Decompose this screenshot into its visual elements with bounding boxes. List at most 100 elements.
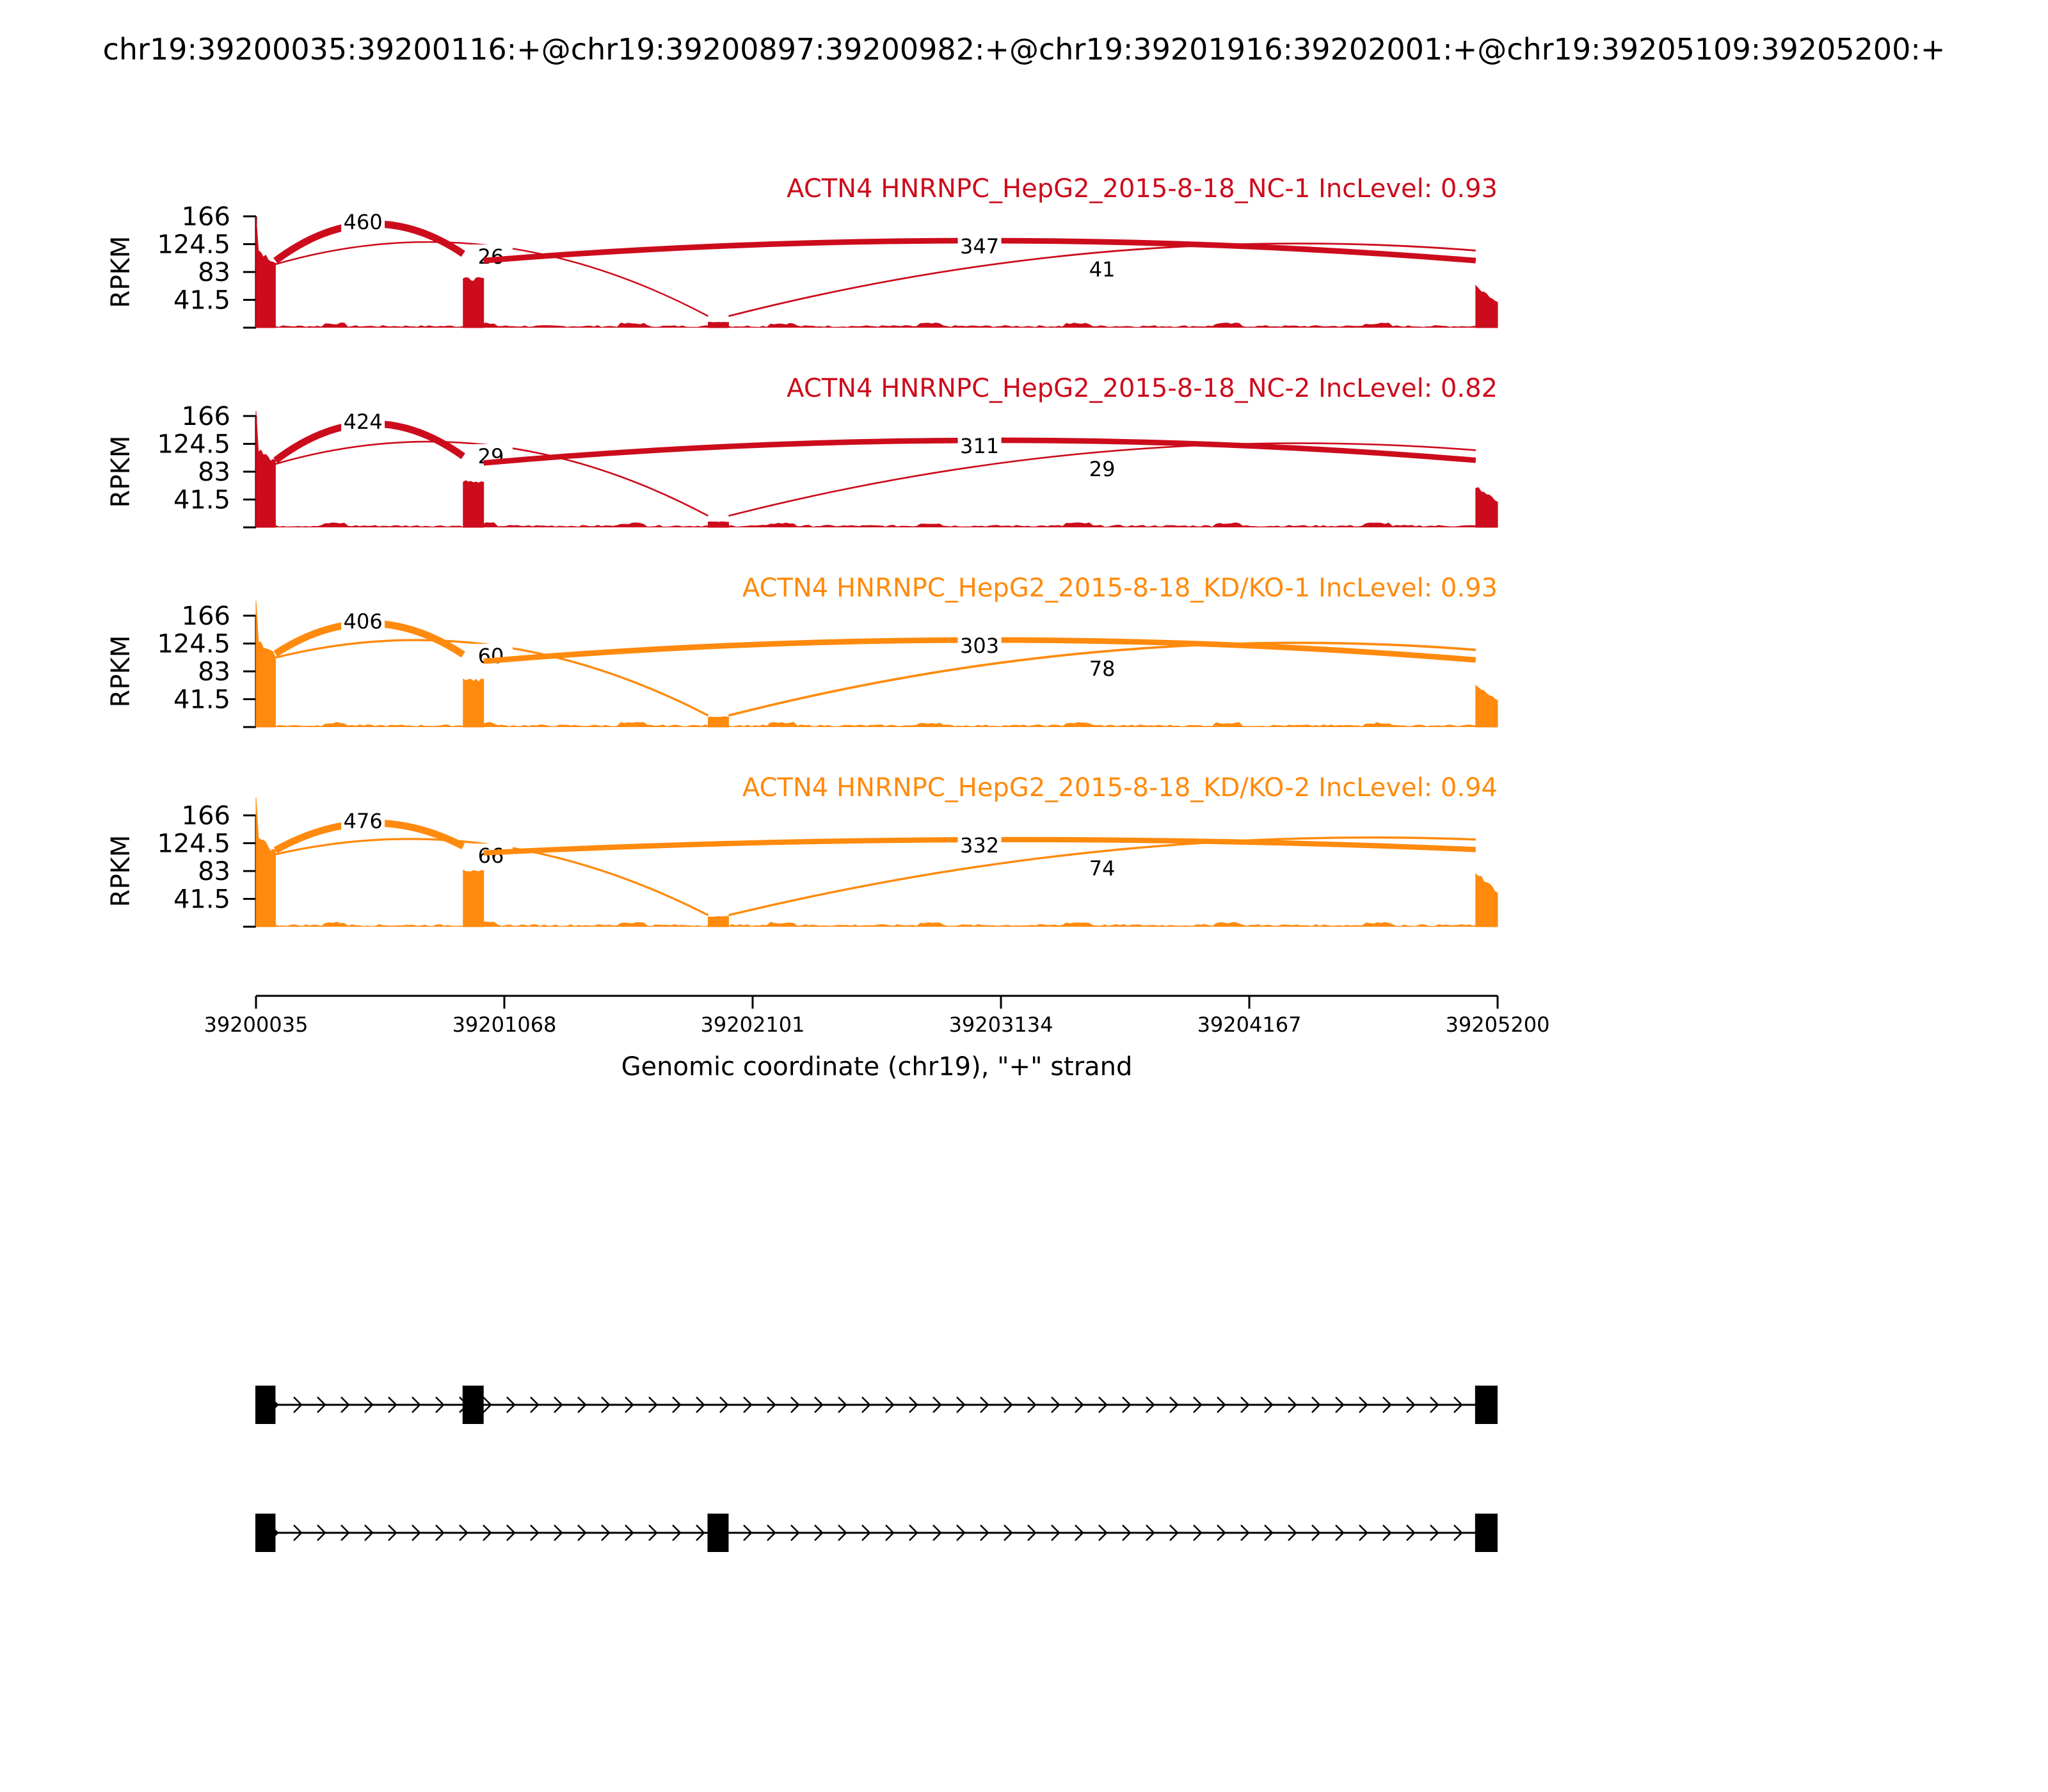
junction-label-box [957, 634, 1002, 659]
y-tick-label: 124.5 [157, 430, 230, 460]
strand-arrow-icon [1146, 1524, 1155, 1541]
track-title: ACTN4 HNRNPC_HepG2_2015-8-18_KD/KO-2 Inc… [742, 773, 1498, 803]
gene-model [255, 1386, 1498, 1552]
strand-arrow-icon [1406, 1396, 1416, 1413]
strand-arrow-icon [1240, 1524, 1250, 1541]
strand-arrow-icon [1217, 1524, 1226, 1541]
strand-arrow-icon [625, 1524, 634, 1541]
exon-coverage-2 [463, 277, 484, 328]
strand-arrow-icon [1359, 1524, 1368, 1541]
strand-arrow-icon [956, 1396, 966, 1413]
y-tick-label: 83 [198, 657, 230, 687]
exon-coverage-2 [463, 480, 484, 528]
strand-arrow-icon [1453, 1524, 1463, 1541]
strand-arrow-icon [767, 1396, 776, 1413]
strand-arrow-icon [577, 1524, 587, 1541]
exon-coverage-3 [708, 521, 729, 528]
exon-coverage-2 [463, 678, 484, 728]
exon-block [707, 1514, 729, 1552]
junction-count-label: 66 [478, 844, 504, 868]
junction-label-box [1080, 657, 1124, 682]
strand-arrow-icon [530, 1524, 540, 1541]
strand-arrow-icon [909, 1524, 918, 1541]
strand-arrow-icon [577, 1396, 587, 1413]
strand-arrow-icon [1264, 1524, 1274, 1541]
strand-arrow-icon [932, 1524, 942, 1541]
strand-arrow-icon [814, 1524, 824, 1541]
strand-arrow-icon [1027, 1524, 1037, 1541]
junction-count-label: 78 [1089, 657, 1116, 681]
strand-arrow-icon [1359, 1396, 1368, 1413]
strand-arrow-icon [601, 1396, 611, 1413]
strand-arrow-icon [1051, 1524, 1060, 1541]
x-tick-label: 39204167 [1197, 1012, 1302, 1037]
junction-count-label: 29 [1089, 457, 1116, 481]
strand-arrow-icon [672, 1524, 682, 1541]
junction-label-box [468, 644, 513, 669]
strand-arrow-icon [412, 1524, 421, 1541]
junction-label-box [341, 809, 385, 835]
strand-arrow-icon [293, 1524, 303, 1541]
strand-arrow-icon [1122, 1396, 1132, 1413]
x-tick-label: 39205200 [1446, 1012, 1550, 1037]
strand-arrow-icon [696, 1524, 705, 1541]
strand-arrow-icon [1122, 1524, 1132, 1541]
junction-count-label: 41 [1089, 257, 1116, 282]
strand-arrow-icon [1193, 1396, 1203, 1413]
strand-arrow-icon [743, 1524, 753, 1541]
strand-arrow-icon [1382, 1524, 1392, 1541]
y-axis-label: RPKM [106, 436, 136, 508]
y-tick-label: 41.5 [173, 685, 230, 715]
junction-arc [728, 641, 1476, 717]
strand-arrow-icon [861, 1524, 871, 1541]
strand-arrow-icon [719, 1396, 729, 1413]
strand-arrow-icon [1288, 1396, 1297, 1413]
strand-arrow-icon [317, 1524, 326, 1541]
y-tick-label: 124.5 [157, 829, 230, 859]
junction-arc [728, 442, 1476, 517]
strand-arrow-icon [1240, 1396, 1250, 1413]
junction-count-label: 476 [344, 809, 383, 833]
junction-count-label: 332 [960, 833, 999, 858]
strand-arrow-icon [1430, 1396, 1439, 1413]
junction-label-box [957, 833, 1002, 859]
exon-coverage-2 [463, 869, 484, 927]
strand-arrow-icon [1098, 1396, 1108, 1413]
x-axis-label: Genomic coordinate (chr19), "+" strand [621, 1052, 1133, 1082]
junction-count-label: 460 [344, 210, 383, 234]
strand-arrow-icon [388, 1524, 397, 1541]
strand-arrow-icon [364, 1524, 374, 1541]
strand-arrow-icon [1288, 1524, 1297, 1541]
strand-arrow-icon [483, 1396, 492, 1413]
strand-arrow-icon [293, 1396, 303, 1413]
strand-arrow-icon [601, 1524, 611, 1541]
strand-arrow-icon [932, 1396, 942, 1413]
intronic-coverage [256, 722, 1498, 727]
exon-block [462, 1386, 484, 1424]
strand-arrow-icon [1311, 1524, 1321, 1541]
strand-arrow-icon [1004, 1524, 1013, 1541]
strand-arrow-icon [1217, 1396, 1226, 1413]
strand-arrow-icon [1169, 1396, 1179, 1413]
strand-arrow-icon [459, 1524, 468, 1541]
strand-arrow-icon [340, 1396, 350, 1413]
strand-arrow-icon [1335, 1524, 1345, 1541]
strand-arrow-icon [790, 1524, 800, 1541]
strand-arrow-icon [648, 1524, 658, 1541]
y-tick-label: 124.5 [157, 630, 230, 659]
strand-arrow-icon [838, 1396, 847, 1413]
junction-count-label: 406 [344, 609, 383, 634]
y-tick-label: 166 [182, 202, 230, 232]
strand-arrow-icon [1430, 1524, 1439, 1541]
isoform-1 [255, 1386, 1498, 1424]
strand-arrow-icon [814, 1396, 824, 1413]
junction-label-box [468, 444, 513, 470]
y-axis-label: RPKM [106, 236, 136, 308]
strand-arrow-icon [530, 1396, 540, 1413]
y-tick-label: 124.5 [157, 230, 230, 260]
strand-arrow-icon [767, 1524, 776, 1541]
strand-arrow-icon [1382, 1396, 1392, 1413]
